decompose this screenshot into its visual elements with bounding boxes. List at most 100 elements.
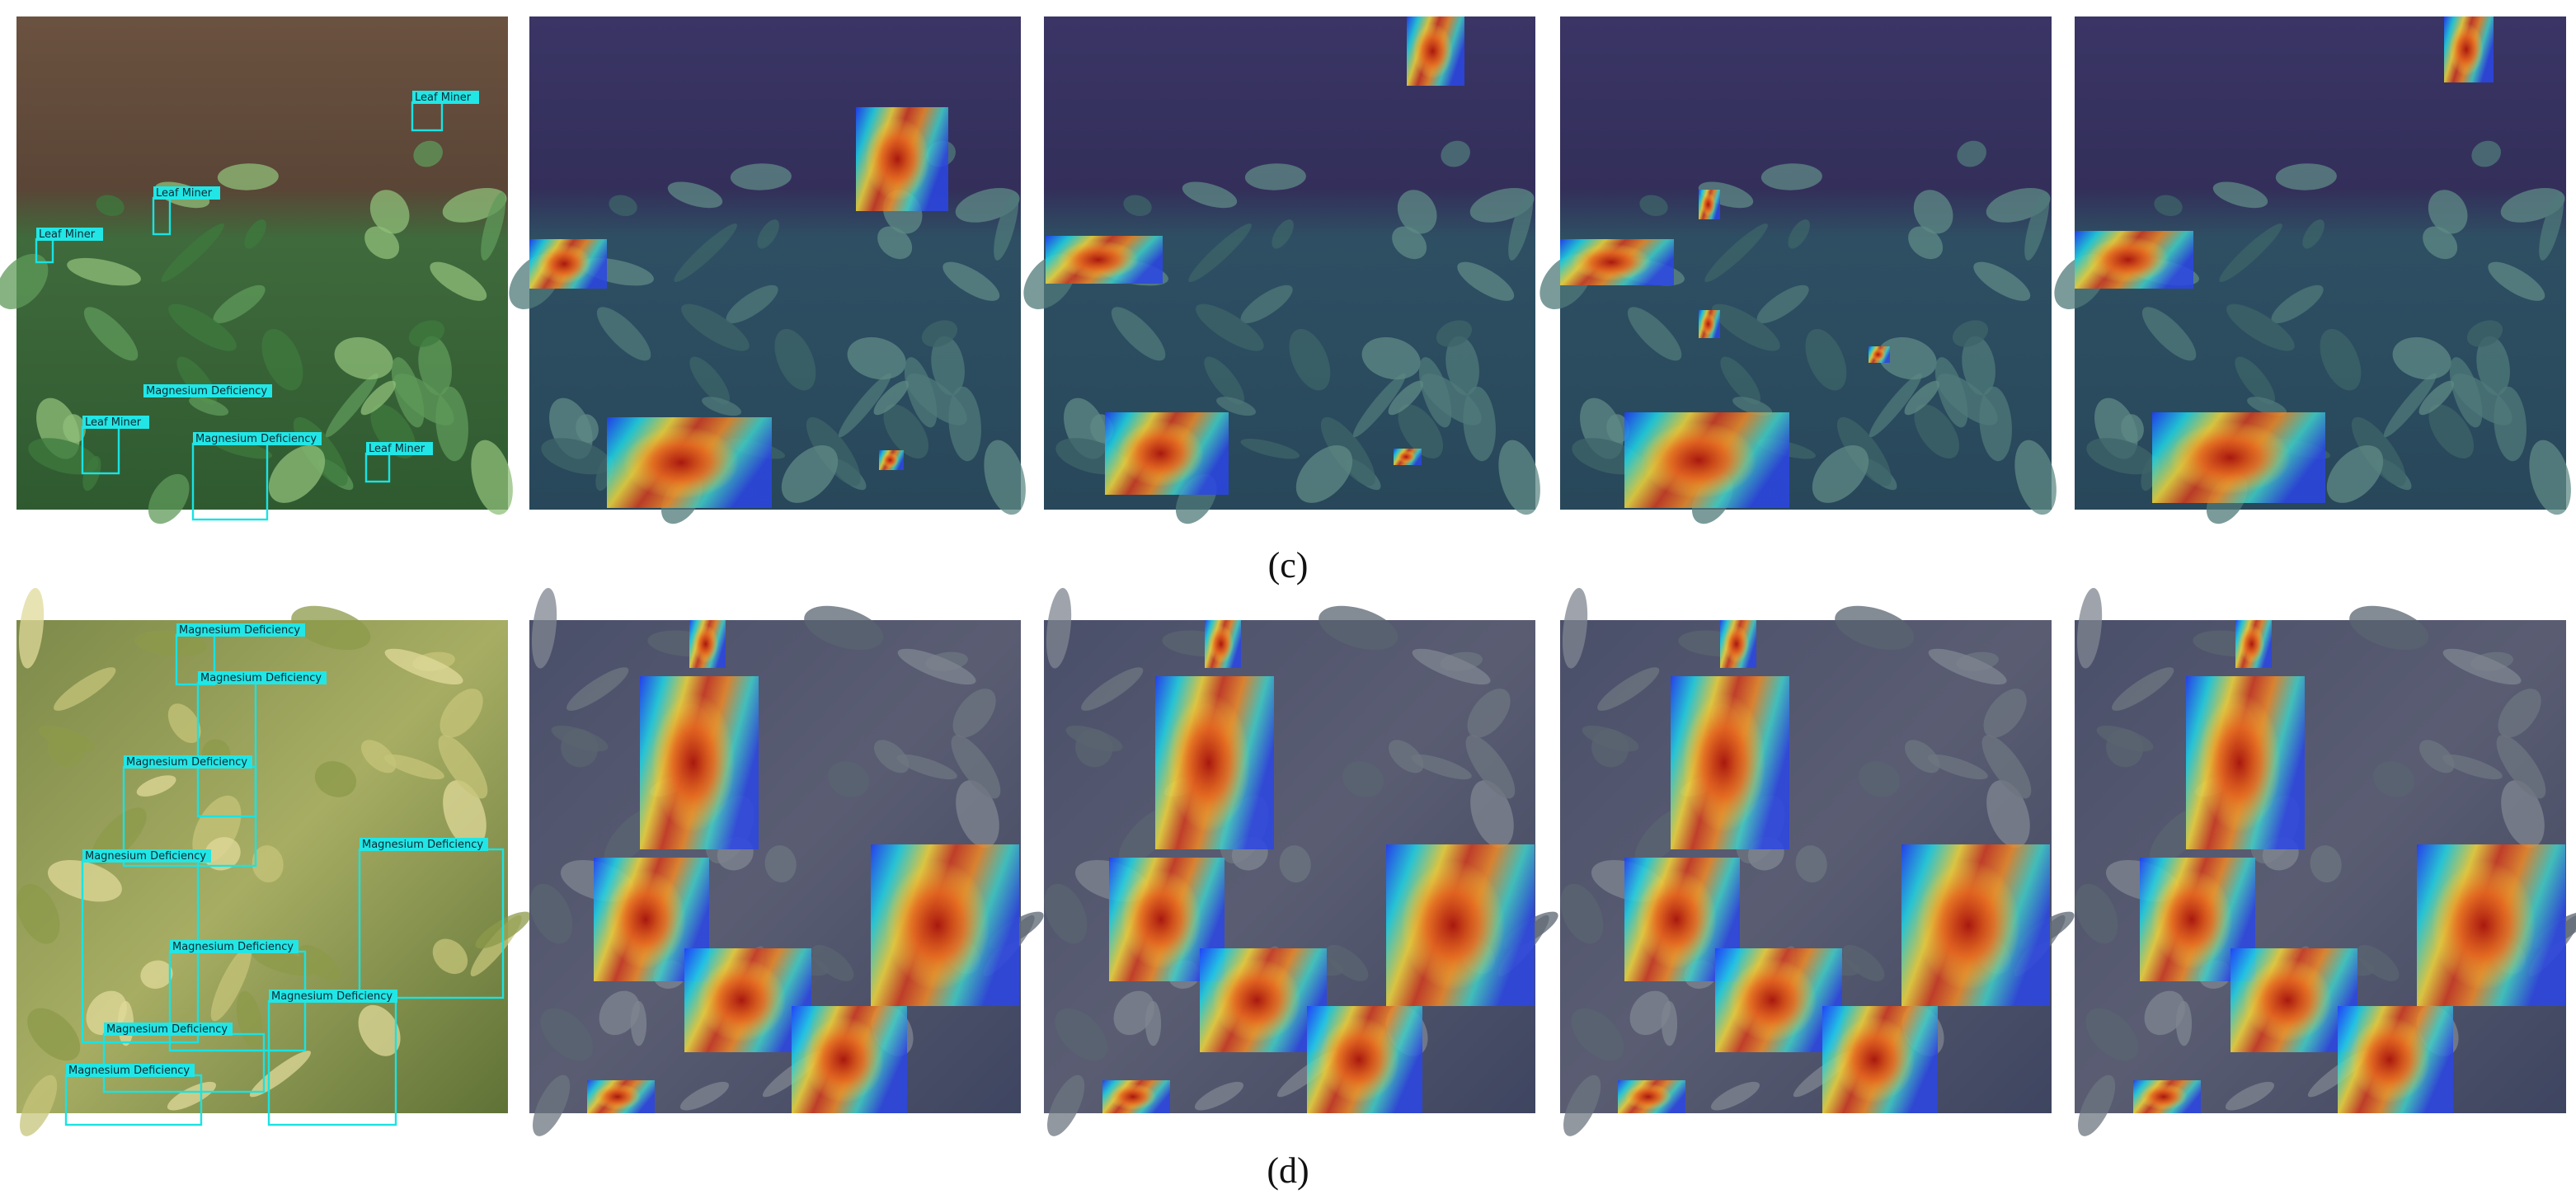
heatmap-region xyxy=(1407,16,1464,86)
leaf xyxy=(189,397,229,416)
heatmap-core xyxy=(1109,1084,1157,1110)
leaf xyxy=(2225,1081,2274,1111)
leaf xyxy=(408,320,445,347)
detection-label: Magnesium Deficiency xyxy=(106,1023,228,1036)
heatmap-region xyxy=(1624,412,1789,508)
heatmap-core xyxy=(1057,240,1140,280)
heatmap-region xyxy=(1155,676,1274,849)
leaf xyxy=(1123,195,1152,217)
leaf xyxy=(906,374,967,426)
leaf xyxy=(1937,374,1998,426)
leaf xyxy=(168,303,237,351)
leaf xyxy=(210,946,252,1022)
leaf xyxy=(2442,754,2503,780)
leaf xyxy=(1858,761,1901,797)
heatmap-core xyxy=(651,694,736,832)
leaf xyxy=(1188,223,1252,283)
leaf xyxy=(2372,761,2415,797)
leaf xyxy=(726,284,778,324)
leaf xyxy=(1973,261,2031,301)
image-panel xyxy=(16,587,531,1136)
heatmap-core xyxy=(1167,694,1251,832)
detection-label: Magnesium Deficiency xyxy=(195,433,317,445)
label-background xyxy=(412,91,479,104)
leaf xyxy=(1563,1074,1601,1136)
heatmap-core xyxy=(1624,1084,1672,1110)
leaf xyxy=(873,380,909,416)
leaf xyxy=(161,223,224,283)
detection-label: Magnesium Deficiency xyxy=(68,1065,190,1077)
leaf xyxy=(443,780,487,849)
leaf xyxy=(251,845,284,883)
leaf xyxy=(2488,261,2545,301)
heatmap-region xyxy=(1205,620,1241,668)
leaf xyxy=(1913,190,1953,234)
leaf xyxy=(1983,689,2027,738)
detection: Leaf Miner xyxy=(81,416,149,475)
heatmap-region xyxy=(2075,231,2193,289)
detection: Magnesium Deficiency xyxy=(267,990,397,1126)
heatmap-core xyxy=(2243,958,2333,1042)
heatmap-core xyxy=(1700,192,1716,217)
leaf xyxy=(1835,605,1915,651)
leaf xyxy=(1295,444,1353,503)
leaf xyxy=(1216,397,1257,416)
caption: (c) xyxy=(1268,545,1309,585)
heatmap-region xyxy=(1386,844,1535,1006)
leaf xyxy=(2219,223,2282,283)
leaf xyxy=(314,761,357,797)
leaf xyxy=(1908,226,1944,260)
heatmap-core xyxy=(1870,348,1886,361)
leaf xyxy=(1878,336,1937,380)
leaf xyxy=(1957,140,1986,167)
leaf xyxy=(2529,440,2571,515)
heatmap-region xyxy=(2338,1006,2453,1113)
heatmap-core xyxy=(693,624,719,664)
leaf xyxy=(931,336,965,396)
detection: Leaf Miner xyxy=(411,91,479,132)
leaf xyxy=(1467,689,1511,738)
leaf xyxy=(140,960,173,989)
detection: Magnesium Deficiency xyxy=(191,432,322,521)
leaf xyxy=(1962,336,1995,396)
leaf xyxy=(1081,667,1144,711)
heatmap-core xyxy=(2349,1017,2430,1103)
heatmap-core xyxy=(1641,421,1756,499)
leaf xyxy=(384,648,463,685)
leaf xyxy=(1445,336,1479,396)
heatmap-core xyxy=(2169,421,2291,494)
heatmap-core xyxy=(1117,421,1204,487)
heatmap-core xyxy=(886,860,990,990)
leaf xyxy=(2539,191,2564,261)
caption: (d) xyxy=(1267,1150,1309,1191)
detection-label: Magnesium Deficiency xyxy=(200,672,322,684)
leaf xyxy=(2451,374,2513,426)
leaf xyxy=(1272,219,1294,249)
leaf xyxy=(2271,284,2324,324)
label-background xyxy=(66,1064,195,1077)
leaf xyxy=(134,630,207,657)
heatmap-core xyxy=(2140,1084,2188,1110)
detection-label: Leaf Miner xyxy=(156,187,213,200)
leaf xyxy=(1392,226,1427,260)
leaf xyxy=(1411,754,1472,780)
leaf xyxy=(827,761,870,797)
label-background xyxy=(82,416,149,429)
leaf xyxy=(393,374,454,426)
detection-label: Magnesium Deficiency xyxy=(126,756,247,769)
leaf xyxy=(2476,336,2510,396)
leaf xyxy=(1710,1081,1760,1111)
leaf xyxy=(609,195,637,217)
leaf xyxy=(291,605,371,651)
leaf xyxy=(764,845,797,883)
leaf xyxy=(20,1074,58,1136)
leaf xyxy=(2423,226,2458,260)
heatmap-region xyxy=(689,620,726,668)
heatmap-region xyxy=(587,1080,655,1113)
label-background xyxy=(82,849,211,863)
leaf xyxy=(1508,191,1534,261)
heatmap-region xyxy=(684,948,811,1052)
leaf xyxy=(2075,883,2118,944)
leaf xyxy=(2302,219,2325,249)
heatmap-region xyxy=(2230,948,2357,1052)
